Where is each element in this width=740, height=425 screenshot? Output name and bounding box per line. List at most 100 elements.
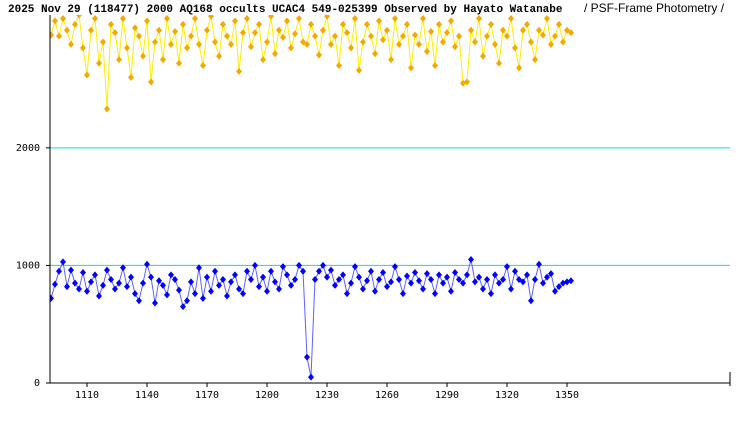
data-point (500, 26, 506, 34)
data-point (512, 267, 518, 275)
data-point (376, 17, 382, 25)
data-point (216, 52, 222, 60)
data-point (176, 286, 182, 294)
x-tick-label: 1170 (195, 390, 219, 401)
data-point (56, 267, 62, 275)
data-point (464, 271, 470, 279)
data-point (132, 24, 138, 32)
data-point (188, 32, 194, 40)
data-point (104, 266, 110, 274)
data-point (436, 20, 442, 28)
data-point (184, 44, 190, 52)
data-point (372, 287, 378, 295)
data-point (504, 32, 510, 40)
data-point (360, 285, 366, 293)
data-point (108, 20, 114, 28)
data-point (124, 44, 130, 52)
data-point (332, 32, 338, 40)
data-point (292, 30, 298, 38)
data-point (324, 15, 330, 20)
data-point (312, 276, 318, 284)
data-point (464, 78, 470, 86)
data-point (172, 276, 178, 284)
x-tick-label: 1230 (315, 390, 339, 401)
data-point (148, 273, 154, 281)
data-point (220, 276, 226, 284)
data-point (188, 278, 194, 286)
data-point (288, 44, 294, 52)
data-point (508, 285, 514, 293)
data-point (196, 264, 202, 272)
data-point (232, 271, 238, 279)
data-point (52, 280, 58, 288)
data-point (140, 279, 146, 287)
data-point (432, 290, 438, 298)
data-point (556, 283, 562, 291)
data-point (468, 256, 474, 264)
data-point (344, 29, 350, 37)
data-point (404, 272, 410, 280)
data-point (264, 38, 270, 46)
data-point (60, 258, 66, 266)
data-point (368, 32, 374, 40)
data-point (180, 20, 186, 28)
data-point (516, 276, 522, 284)
data-point (472, 38, 478, 46)
data-point (280, 33, 286, 41)
data-point (560, 38, 566, 46)
data-point (100, 38, 106, 46)
data-point (532, 276, 538, 284)
data-point (524, 271, 530, 279)
data-point (544, 273, 550, 281)
data-point (52, 17, 58, 25)
data-point (208, 15, 214, 20)
data-point (396, 40, 402, 48)
data-point (356, 66, 362, 74)
data-point (528, 38, 534, 46)
data-point (372, 50, 378, 58)
data-point (224, 32, 230, 40)
data-point (204, 273, 210, 281)
data-point (76, 15, 82, 19)
data-point (84, 71, 90, 79)
data-point (292, 276, 298, 284)
data-point (212, 267, 218, 275)
data-point (488, 290, 494, 298)
data-point (340, 271, 346, 279)
data-point (88, 278, 94, 286)
data-point (140, 52, 146, 60)
data-point (64, 283, 70, 291)
data-point (448, 17, 454, 25)
data-point (100, 281, 106, 289)
data-point (328, 40, 334, 48)
data-point (252, 29, 258, 37)
data-point (428, 276, 434, 284)
data-point (84, 287, 90, 295)
data-point (444, 273, 450, 281)
data-point (444, 29, 450, 37)
data-point (380, 268, 386, 276)
data-point (408, 64, 414, 72)
data-point (116, 279, 122, 287)
data-point (296, 261, 302, 269)
data-point (168, 271, 174, 279)
data-point (396, 276, 402, 284)
data-point (256, 283, 262, 291)
data-point (200, 62, 206, 70)
data-point (404, 20, 410, 28)
data-point (528, 297, 534, 305)
data-point (516, 64, 522, 72)
data-point (300, 267, 306, 275)
data-point (332, 281, 338, 289)
data-point (232, 17, 238, 25)
data-point (128, 73, 134, 81)
data-point (160, 281, 166, 289)
data-point (60, 15, 66, 23)
data-point (308, 373, 314, 381)
data-point (320, 261, 326, 269)
data-point (388, 278, 394, 286)
data-point (72, 279, 78, 287)
data-point (524, 20, 530, 28)
data-point (540, 279, 546, 287)
data-point (536, 26, 542, 34)
